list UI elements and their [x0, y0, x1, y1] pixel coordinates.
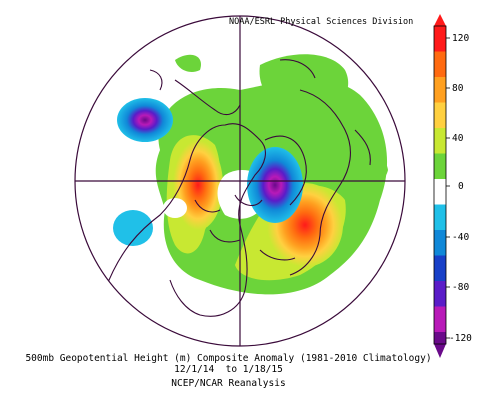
colorbar-label-neg40: -40: [452, 232, 469, 243]
negative-core-central-pacific: [113, 210, 153, 246]
negative-core-north-pacific: [117, 98, 173, 142]
colorbar-label-0: 0: [458, 181, 464, 192]
coastlines: [104, 59, 371, 317]
credit-label: NOAA/ESRL Physical Sciences Division: [229, 17, 414, 27]
colorbar-top-arrow: [434, 14, 446, 26]
colorbar-label-40: 40: [452, 133, 464, 144]
title-line-2: 12/1/14 to 1/18/15: [174, 364, 283, 375]
positive-green-region-north: [259, 54, 349, 116]
negative-core-greenland: [247, 147, 303, 223]
colorbar-label-120: 120: [452, 33, 469, 44]
near-zero-patch-west: [163, 198, 187, 218]
positive-green-region-east: [340, 148, 388, 190]
colorbar-label-neg80: -80: [452, 282, 469, 293]
positive-green-region-nw: [175, 54, 201, 72]
title-line-1: 500mb Geopotential Height (m) Composite …: [25, 353, 432, 364]
colorbar: 120 80 40 0 -40 -80 -120: [433, 14, 472, 358]
colorbar-label-neg120: -120: [449, 333, 472, 344]
colorbar-label-80: 80: [452, 83, 464, 94]
title-line-3: NCEP/NCAR Reanalysis: [171, 378, 286, 389]
colorbar-bottom-arrow: [434, 344, 446, 358]
anomaly-field: [104, 54, 388, 317]
